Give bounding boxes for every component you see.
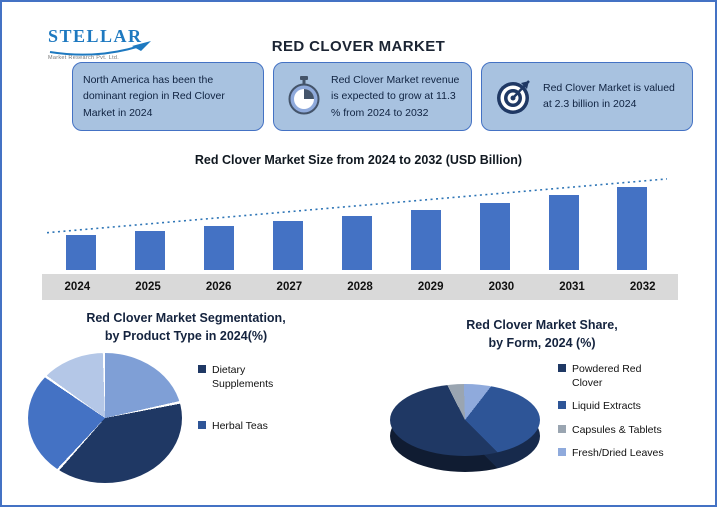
market-share-pie-top bbox=[390, 384, 540, 456]
logo-text: STELLAR bbox=[48, 26, 143, 46]
info-box-text: Red Clover Market revenue is expected to… bbox=[331, 74, 460, 119]
bar-2027 bbox=[273, 221, 304, 270]
legend-item: Herbal Teas bbox=[198, 419, 284, 433]
bar-2024 bbox=[66, 234, 97, 270]
legend-label: Liquid Extracts bbox=[572, 400, 641, 413]
stopwatch-icon bbox=[288, 76, 320, 115]
legend-label: Herbal Teas bbox=[212, 420, 268, 433]
legend-label: Powdered Red Clover bbox=[572, 363, 642, 390]
axis-label-2030: 2030 bbox=[488, 281, 515, 293]
bar-chart-title: Red Clover Market Size from 2024 to 2032… bbox=[194, 153, 523, 167]
axis-label-2031: 2031 bbox=[559, 281, 585, 293]
legend-bullet bbox=[558, 447, 566, 456]
segmentation-pie-chart-block: Red Clover Market Segmentation, by Produ… bbox=[28, 310, 344, 483]
segmentation-pie-title: Red Clover Market Segmentation, by Produ… bbox=[86, 311, 286, 343]
bar-2028 bbox=[341, 215, 372, 270]
legend-bullet bbox=[558, 401, 566, 410]
market-share-pie-title: Red Clover Market Share, by Form, 2024 (… bbox=[466, 318, 618, 350]
legend-bullet bbox=[198, 421, 206, 430]
page-title: RED CLOVER MARKET bbox=[271, 38, 446, 55]
legend-label: Fresh/Dried Leaves bbox=[572, 446, 664, 459]
market-share-pie bbox=[388, 384, 548, 484]
axis-label-2032: 2032 bbox=[629, 281, 656, 293]
info-box-text: Red Clover Market is valued at 2.3 billi… bbox=[543, 82, 675, 111]
axis-label-2028: 2028 bbox=[347, 281, 373, 293]
segmentation-pie bbox=[28, 353, 182, 483]
info-box-row: North America has been the dominant regi… bbox=[72, 62, 694, 131]
legend-bullet bbox=[558, 424, 566, 433]
legend-item: Liquid Extracts bbox=[558, 399, 664, 413]
legend-label: Dietary Supplements bbox=[212, 364, 274, 391]
target-icon bbox=[497, 80, 530, 115]
legend-item: Powdered Red Clover bbox=[558, 362, 664, 390]
legend-label: Capsules & Tablets bbox=[572, 423, 662, 436]
bar-2031 bbox=[548, 195, 579, 270]
info-box-market-value: Red Clover Market is valued at 2.3 billi… bbox=[481, 62, 693, 131]
axis-label-2024: 2024 bbox=[64, 281, 91, 293]
info-box-text: North America has been the dominant regi… bbox=[83, 74, 225, 119]
axis-label-2027: 2027 bbox=[276, 281, 303, 293]
legend-item: Capsules & Tablets bbox=[558, 423, 664, 437]
bar-2026 bbox=[204, 226, 235, 270]
logo-swoosh-icon bbox=[49, 41, 151, 56]
market-share-pie-chart-block: Red Clover Market Share, by Form, 2024 (… bbox=[388, 317, 696, 484]
bar-2032 bbox=[617, 186, 648, 270]
bar-chart-plot bbox=[47, 178, 667, 270]
segmentation-pie-legend: Dietary Supplements Herbal Teas bbox=[198, 353, 284, 483]
bar-2025 bbox=[135, 230, 166, 270]
logo-tagline: Market Research Pvt. Ltd. bbox=[48, 55, 120, 61]
axis-label-2025: 2025 bbox=[135, 281, 161, 293]
legend-item: Dietary Supplements bbox=[198, 363, 284, 391]
legend-item: Fresh/Dried Leaves bbox=[558, 446, 664, 460]
bar-chart-x-axis: 2024 2025 2026 2027 2028 2029 2030 2031 2032 bbox=[42, 274, 678, 300]
axis-label-2029: 2029 bbox=[417, 281, 444, 293]
axis-label-2026: 2026 bbox=[205, 281, 232, 293]
stellar-logo: STELLAR Market Research Pvt. Ltd. bbox=[48, 26, 164, 61]
bar-2029 bbox=[410, 209, 441, 270]
info-box-growth-rate: Red Clover Market revenue is expected to… bbox=[273, 62, 472, 131]
market-share-pie-legend: Powdered Red Clover Liquid Extracts Capsul… bbox=[558, 360, 664, 484]
bar-2030 bbox=[479, 203, 510, 270]
legend-bullet bbox=[558, 364, 566, 372]
legend-bullet bbox=[198, 365, 206, 373]
info-box-dominant-region: North America has been the dominant regi… bbox=[72, 62, 264, 131]
